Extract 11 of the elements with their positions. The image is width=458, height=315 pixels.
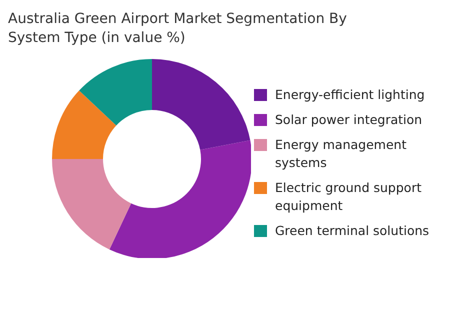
legend-label: Solar power integration xyxy=(275,111,422,129)
donut-slice xyxy=(152,59,250,150)
legend-label: Energy management systems xyxy=(275,136,408,172)
chart-title: Australia Green Airport Market Segmentation By System Type (in value %) xyxy=(8,10,348,48)
legend-label: Green terminal solutions xyxy=(275,222,430,240)
donut-slice xyxy=(109,140,251,258)
donut-slice xyxy=(52,159,132,250)
donut-slice xyxy=(79,59,152,126)
donut-slice xyxy=(52,90,116,159)
legend-label: Electric ground support equipment xyxy=(275,179,422,215)
legend-label: Energy-efficient lighting xyxy=(275,86,425,104)
